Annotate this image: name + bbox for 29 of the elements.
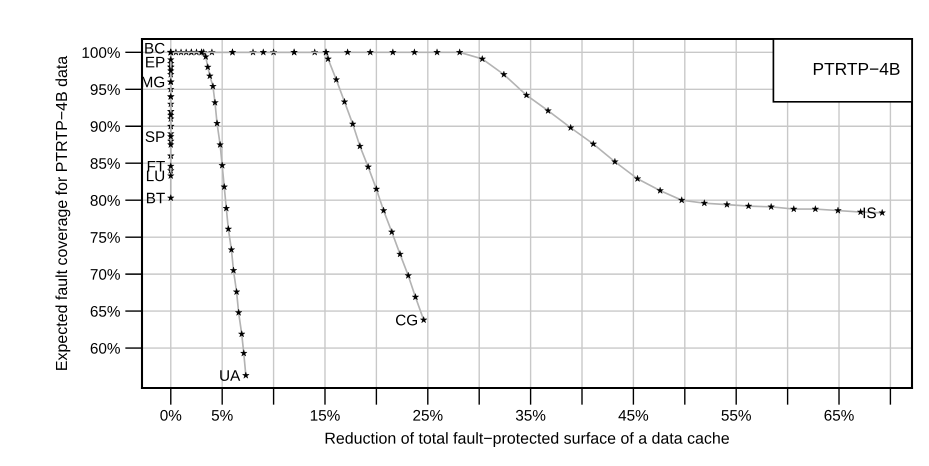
text: PTRTP−4B (814, 62, 900, 75)
x-tick-label: 25% (413, 410, 443, 421)
y-tick-label: 80% (90, 195, 120, 206)
x-tick-label: 55% (722, 410, 751, 421)
legend-label: BT (146, 192, 165, 204)
y-axis-title: Expected fault coverage for PTRTP−4B data (55, 56, 70, 370)
series-label: CG (396, 314, 417, 326)
series-label: BC (145, 42, 165, 54)
legend-label: EP (146, 56, 164, 68)
y-tick-label: 85% (90, 158, 120, 169)
x-tick-label: 35% (516, 410, 546, 421)
x-tick-label: 45% (618, 410, 648, 421)
series-label: LU (146, 170, 164, 182)
x-axis-title: Reduction of total fault−protected surface of a data cache (326, 432, 729, 447)
y-tick-label: 60% (90, 342, 120, 354)
series-label: IS (864, 207, 876, 218)
x-tick-label: 15% (310, 410, 340, 421)
x-tick-label: 0% (160, 410, 182, 421)
y-tick-label: 100% (82, 47, 120, 58)
legend-label: FT (148, 161, 165, 172)
y-tick-label: 65% (90, 306, 120, 317)
y-tick-label: 95% (90, 84, 120, 95)
y-tick-label: 75% (90, 232, 120, 243)
x-tick-label: 5% (212, 410, 233, 421)
y-tick-label: 90% (90, 121, 120, 132)
y-tick-label: 70% (90, 269, 120, 280)
x-tick-label: 65% (824, 410, 854, 421)
series-label: UA (220, 370, 240, 381)
legend-label: SP (146, 131, 164, 142)
